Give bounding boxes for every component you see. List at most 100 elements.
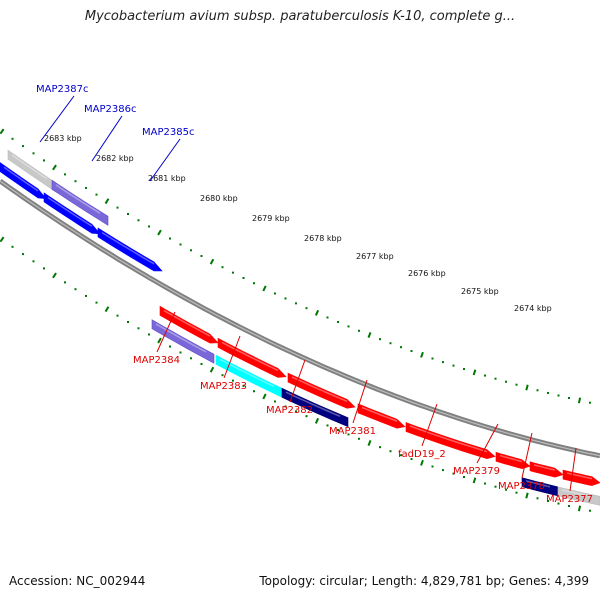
feature-map2386c-arrow[interactable] — [43, 192, 101, 235]
minor-tick — [431, 465, 434, 468]
feature-map2379-arrow[interactable] — [495, 451, 531, 470]
minor-tick — [127, 320, 129, 323]
leader-line — [156, 311, 176, 353]
gene-label-forward[interactable]: MAP2387c — [36, 84, 88, 95]
minor-tick — [85, 186, 87, 189]
outer-tick-row — [0, 128, 591, 404]
scale-tick-label: 2680 kbp — [200, 194, 238, 203]
feature-map2384-arrow[interactable] — [159, 305, 219, 344]
minor-tick — [22, 145, 24, 148]
feature-map2382[interactable] — [281, 387, 349, 428]
minor-tick — [389, 450, 392, 453]
gene-label-reverse[interactable]: MAP2377 — [546, 494, 593, 505]
minor-tick — [43, 267, 45, 270]
leader-line — [149, 138, 181, 182]
major-tick — [367, 332, 372, 338]
major-tick — [314, 417, 320, 424]
minor-tick — [494, 485, 497, 488]
minor-tick — [358, 329, 360, 332]
minor-tick — [253, 390, 255, 393]
minor-tick — [232, 271, 234, 274]
minor-tick — [484, 482, 486, 485]
major-tick — [577, 505, 582, 512]
leader-line — [91, 115, 123, 162]
minor-tick — [148, 225, 150, 228]
minor-tick — [179, 351, 182, 354]
minor-tick — [274, 292, 276, 295]
gene-label-forward[interactable]: MAP2386c — [84, 104, 136, 115]
minor-tick — [410, 350, 413, 353]
gene-label-forward[interactable]: MAP2385c — [142, 127, 194, 138]
major-tick — [0, 236, 5, 243]
gene-label-reverse[interactable]: MAP2379 — [453, 466, 500, 477]
backbone-track — [0, 178, 600, 459]
minor-tick — [400, 346, 402, 349]
minor-tick — [284, 297, 287, 300]
leader-line — [569, 447, 577, 492]
minor-tick — [95, 301, 98, 304]
minor-tick — [484, 374, 486, 377]
minor-tick — [547, 499, 549, 502]
minor-tick — [379, 446, 381, 449]
major-tick — [314, 309, 320, 316]
feature-fadd19-arrow[interactable] — [405, 422, 496, 460]
minor-tick — [494, 377, 497, 380]
minor-tick — [242, 384, 245, 387]
gene-label-reverse[interactable]: fadD19_2 — [398, 449, 446, 460]
minor-tick — [452, 472, 455, 475]
feature-map2381-arrow[interactable] — [357, 403, 406, 429]
minor-tick — [536, 497, 539, 500]
minor-tick — [200, 255, 203, 258]
feature-map2385c[interactable] — [97, 227, 163, 272]
minor-tick — [179, 243, 182, 246]
feature-map2382-arrow[interactable] — [287, 372, 356, 409]
minor-tick — [64, 173, 66, 176]
major-tick — [52, 272, 57, 279]
minor-tick — [557, 502, 560, 505]
minor-tick — [32, 260, 35, 263]
minor-tick — [505, 488, 507, 491]
scale-tick-label: 2674 kbp — [514, 304, 552, 313]
feature-map2387c[interactable] — [0, 162, 47, 200]
major-tick — [472, 369, 477, 376]
scale-tick-label: 2677 kbp — [356, 252, 394, 261]
minor-tick — [442, 361, 444, 364]
minor-tick — [337, 428, 339, 431]
gene-label-reverse[interactable]: MAP2384 — [133, 355, 180, 366]
minor-tick — [127, 212, 129, 215]
minor-tick — [347, 325, 350, 328]
gene-label-reverse[interactable]: MAP2381 — [329, 426, 376, 437]
feature-map2378-arrow[interactable] — [529, 461, 564, 478]
leader-line — [289, 359, 306, 403]
backbone-highlight — [0, 180, 600, 457]
major-tick — [209, 258, 215, 265]
feature-map2377-arrow[interactable] — [562, 469, 600, 486]
minor-tick — [85, 294, 87, 297]
major-tick — [52, 164, 57, 171]
feature-map2384[interactable] — [151, 319, 215, 364]
feature-map2377[interactable] — [557, 486, 600, 506]
leader-line — [352, 379, 368, 424]
minor-tick — [221, 266, 224, 269]
minor-tick — [169, 345, 171, 348]
minor-tick — [74, 180, 77, 183]
major-tick — [420, 351, 424, 358]
minor-tick — [43, 159, 45, 162]
minor-tick — [148, 333, 150, 336]
minor-tick — [74, 288, 77, 291]
map-title: Mycobacterium avium subsp. paratuberculo… — [84, 9, 516, 24]
gene-label-reverse[interactable]: MAP2382 — [266, 405, 313, 416]
minor-tick — [347, 433, 350, 436]
gene-label-reverse[interactable]: MAP2378 — [498, 481, 545, 492]
tick-mark-rows — [0, 128, 591, 512]
feature-map2386c[interactable] — [51, 179, 109, 226]
major-tick — [367, 440, 372, 446]
major-tick — [0, 128, 5, 135]
minor-tick — [274, 400, 276, 403]
scale-tick-label: 2681 kbp — [148, 174, 186, 183]
minor-tick — [358, 437, 360, 440]
scale-tick-label: 2679 kbp — [252, 214, 290, 223]
major-tick — [209, 366, 215, 373]
gene-label-reverse[interactable]: MAP2383 — [200, 381, 247, 392]
